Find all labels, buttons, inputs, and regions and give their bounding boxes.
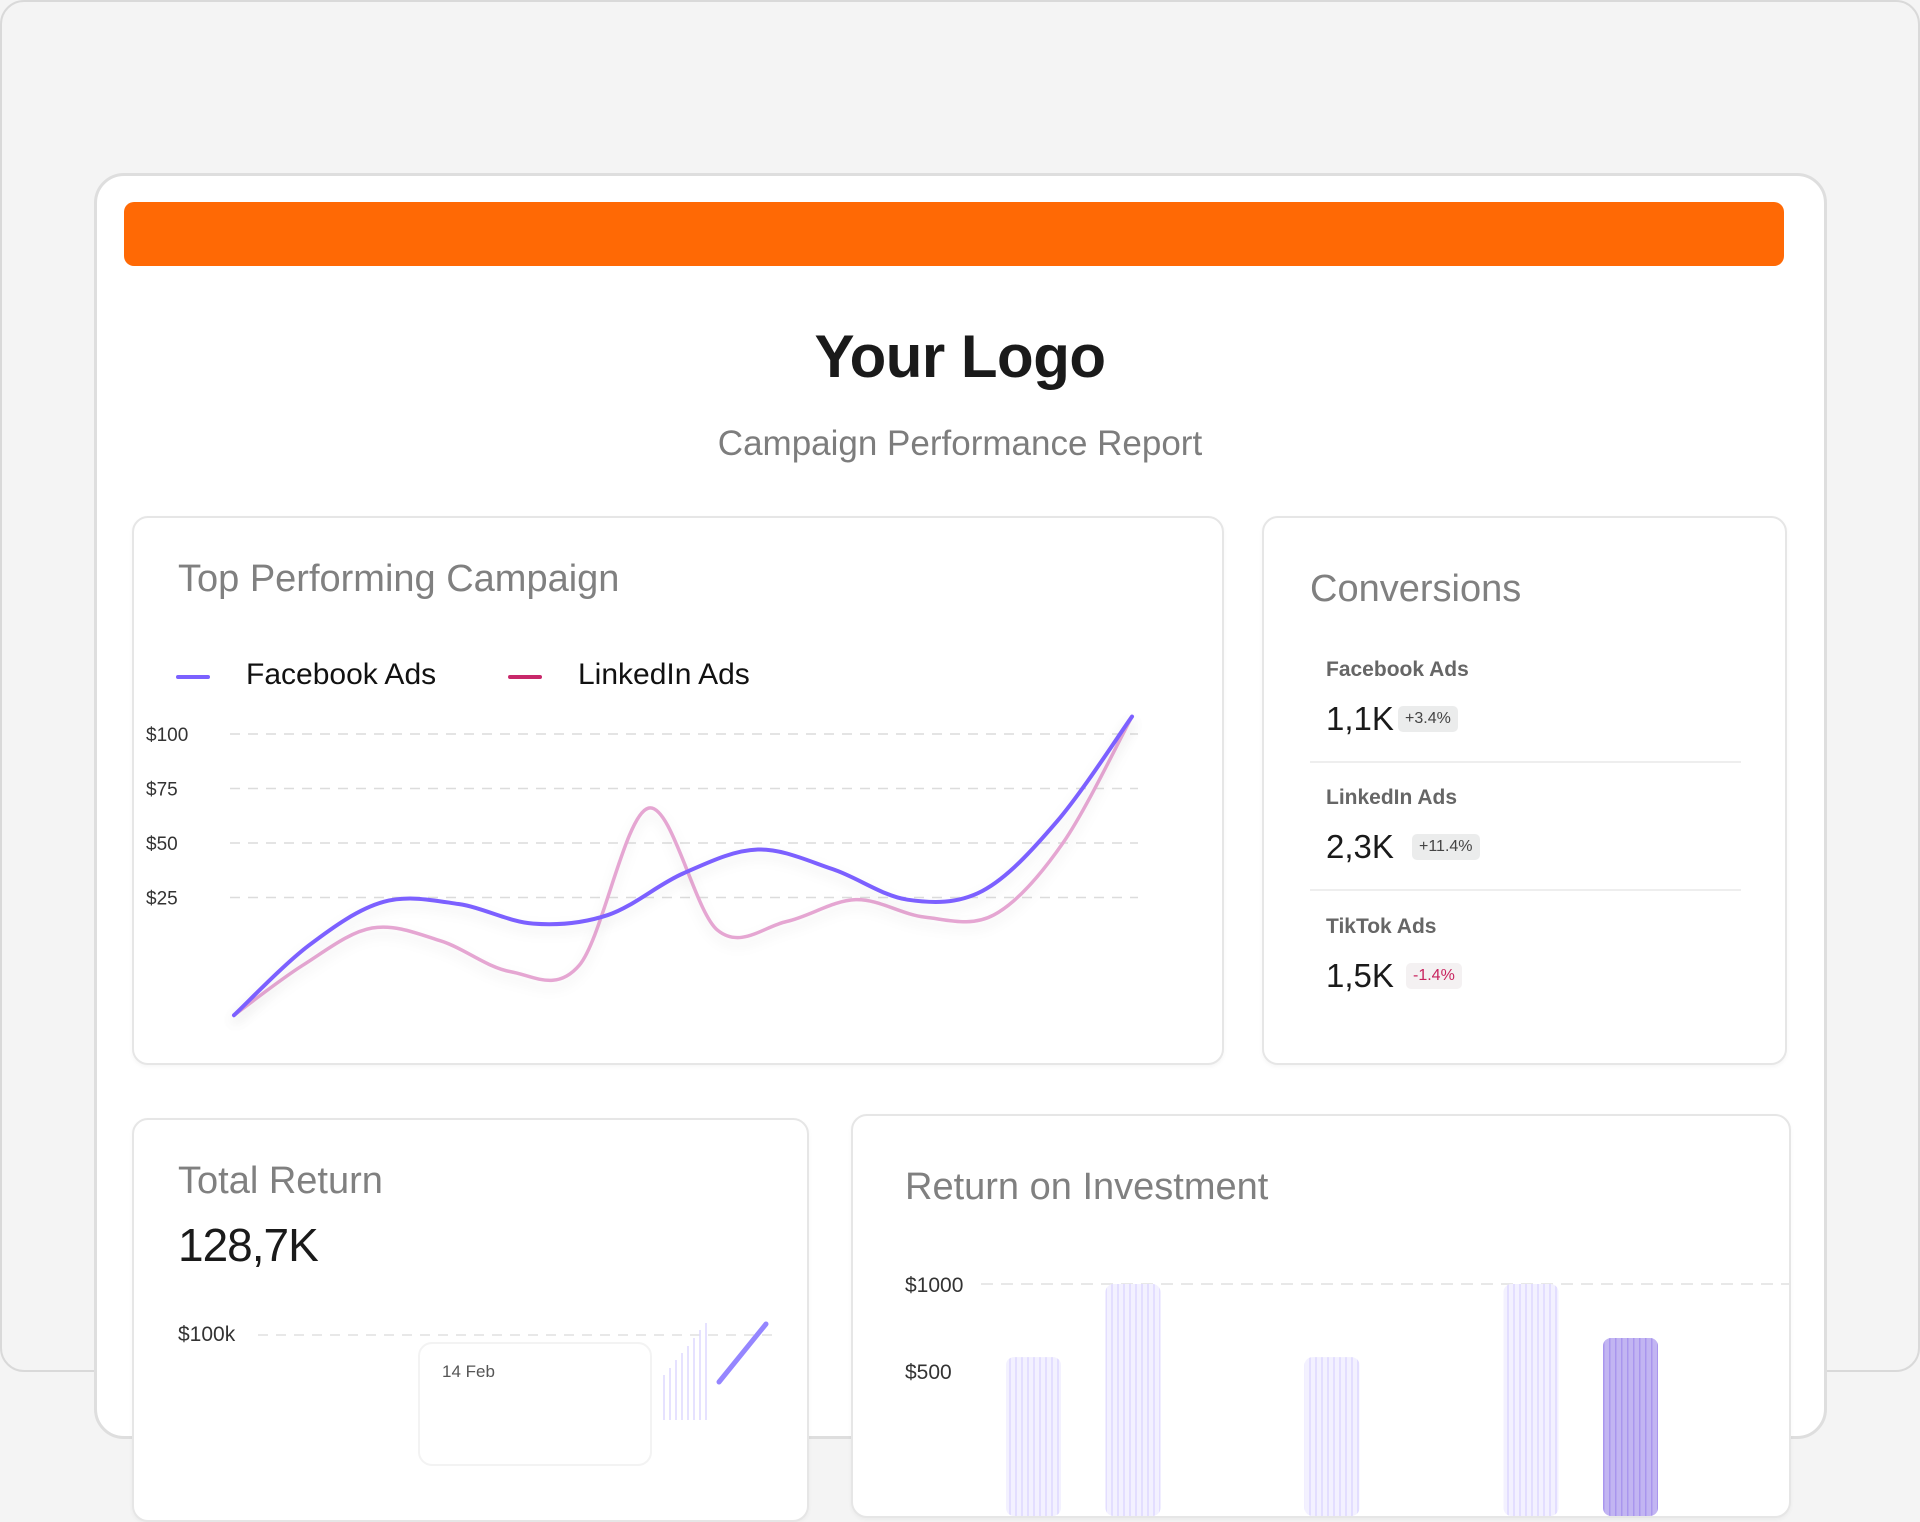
series-line-facebook [232,714,1134,1018]
card-title: Top Performing Campaign [178,558,620,600]
conversions-card: Conversions Facebook Ads 1,1K +3.4% Link… [1262,516,1787,1065]
bar[interactable] [1105,1284,1161,1516]
bar[interactable] [1304,1357,1360,1516]
total-return-value: 128,7K [178,1219,319,1271]
change-badge: +11.4% [1412,834,1480,860]
conversion-value: 2,3K [1326,828,1394,865]
change-badge: -1.4% [1406,963,1462,989]
y-tick-label: $25 [146,889,178,910]
divider [1310,889,1741,891]
legend-swatch-facebook [176,675,210,679]
card-title: Conversions [1310,568,1522,610]
y-tick-label: $100k [178,1323,236,1346]
logo: Your Logo [814,323,1107,390]
y-tick-label: $50 [146,834,178,855]
top-campaign-card: Top Performing Campaign Facebook Ads Lin… [132,516,1224,1065]
conversion-label: LinkedIn Ads [1326,786,1458,809]
conversion-value: 1,1K [1326,700,1394,737]
total-return-card: Total Return 128,7K $100k 14 Feb [132,1118,809,1522]
header-bar [124,202,1784,266]
y-tick-label: $75 [146,780,178,801]
series-line-linkedin [232,714,1134,1017]
conversion-value: 1,5K [1326,957,1394,994]
card-title: Return on Investment [905,1166,1269,1208]
legend-label-facebook: Facebook Ads [246,658,437,691]
bar[interactable] [1006,1357,1061,1516]
report-subtitle: Campaign Performance Report [717,424,1203,463]
tooltip: 14 Feb [418,1342,652,1466]
bar[interactable] [1503,1284,1559,1516]
card-title: Total Return [178,1160,383,1202]
y-tick-label: $500 [905,1361,952,1384]
y-tick-label: $1000 [905,1274,963,1297]
bar-highlighted[interactable] [1603,1337,1658,1516]
bar-chart: $1000 $500 [905,1274,1789,1516]
legend-label-linkedin: LinkedIn Ads [578,658,750,691]
conversion-label: TikTok Ads [1326,915,1437,938]
roi-card: Return on Investment $1000 $500 [851,1114,1791,1518]
change-badge: +3.4% [1398,706,1458,732]
legend-swatch-linkedin [508,675,542,679]
conversion-label: Facebook Ads [1326,658,1469,681]
line-chart: $100 $75 $50 $25 [146,714,1138,1018]
tooltip-date: 14 Feb [442,1362,495,1381]
return-line [716,1321,769,1385]
divider [1310,761,1741,763]
y-tick-label: $100 [146,725,188,746]
